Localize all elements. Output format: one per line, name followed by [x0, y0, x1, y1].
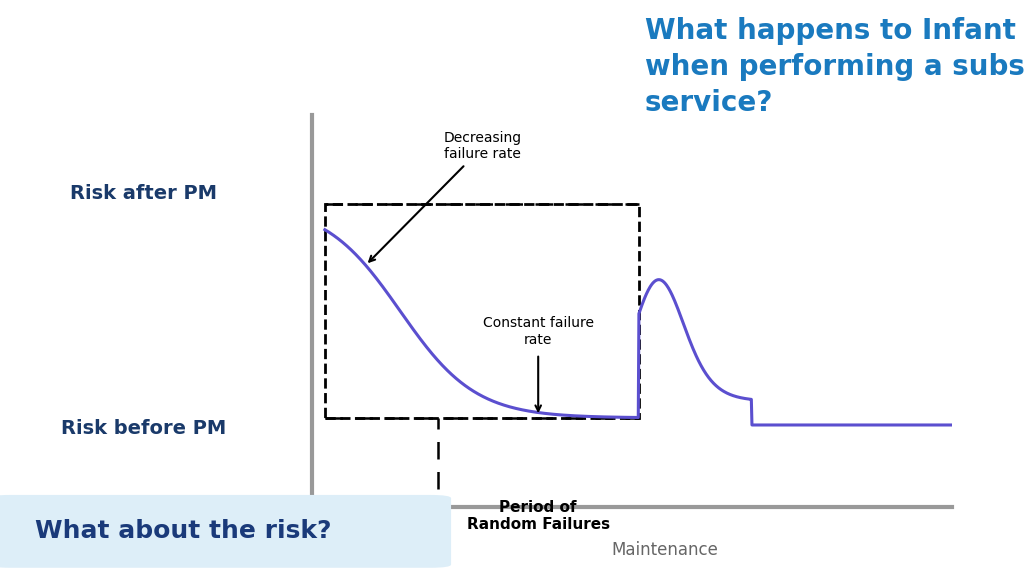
Bar	[325, 204, 639, 418]
Text: Period of
Random Failures: Period of Random Failures	[467, 500, 609, 532]
Text: Risk after PM: Risk after PM	[70, 184, 217, 203]
Text: Decreasing
failure rate: Decreasing failure rate	[370, 131, 522, 262]
Text: Maintenance: Maintenance	[611, 541, 718, 559]
Text: Constant failure
rate: Constant failure rate	[482, 316, 594, 347]
Text: What happens to Infant Mortality
when performing a substitution or
service?: What happens to Infant Mortality when pe…	[645, 17, 1024, 117]
Text: What about the risk?: What about the risk?	[36, 520, 332, 543]
Text: Risk before PM: Risk before PM	[60, 419, 226, 438]
FancyBboxPatch shape	[0, 495, 451, 568]
Text: Infant
Mortality: Infant Mortality	[342, 500, 421, 532]
